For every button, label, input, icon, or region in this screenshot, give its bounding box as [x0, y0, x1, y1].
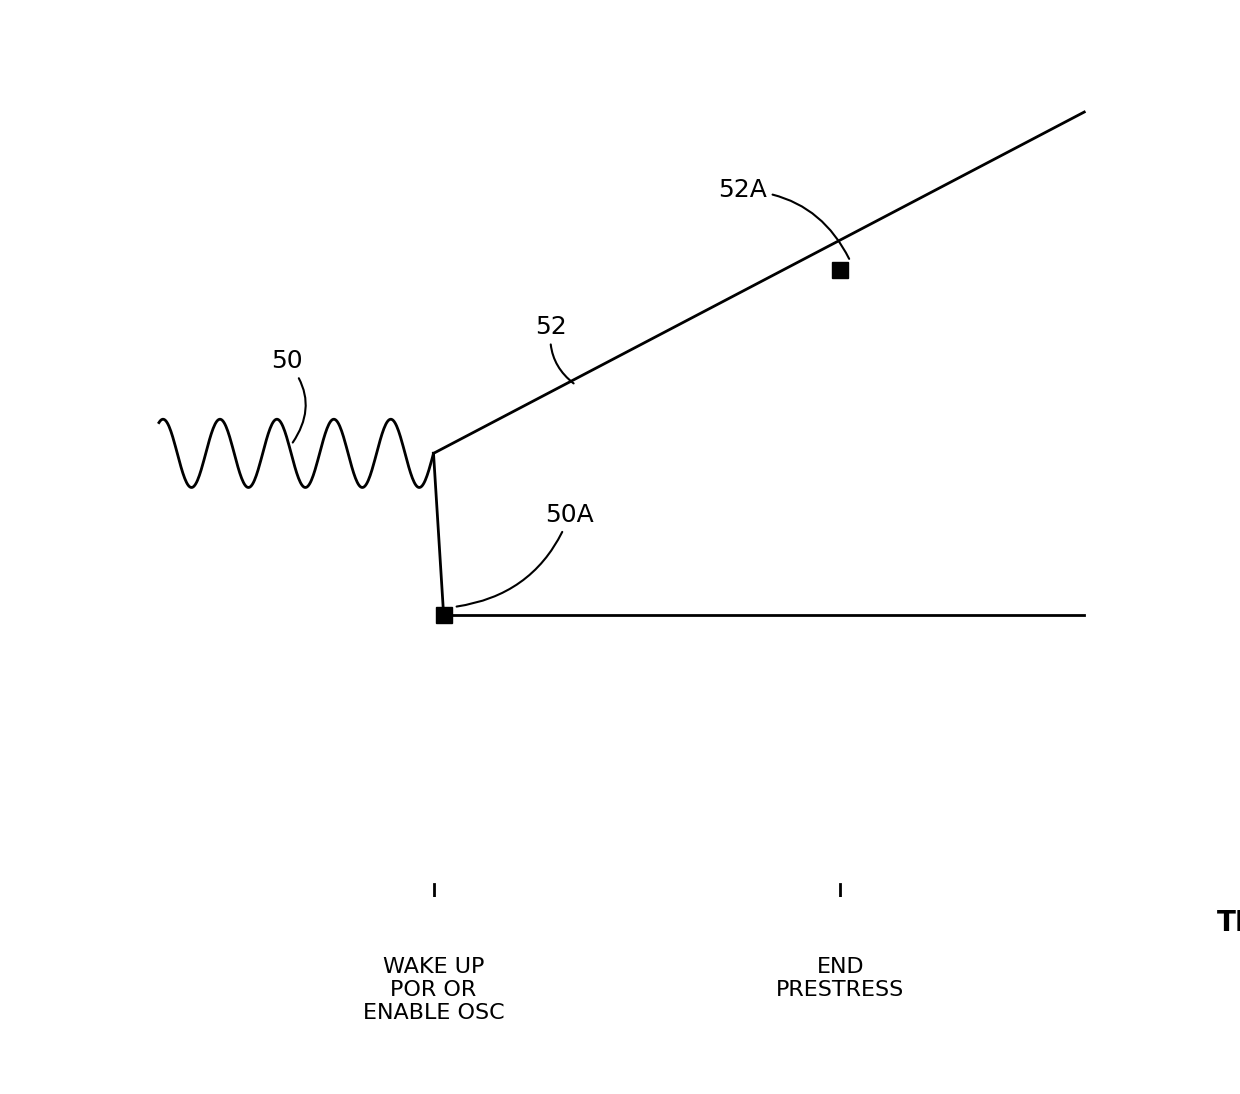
Text: 52A: 52A — [718, 178, 849, 259]
Text: END
PRESTRESS: END PRESTRESS — [776, 957, 904, 1000]
Text: 50: 50 — [270, 349, 306, 443]
Text: 52: 52 — [536, 315, 574, 383]
Text: TIME: TIME — [1216, 909, 1240, 936]
Text: WAKE UP
POR OR
ENABLE OSC: WAKE UP POR OR ENABLE OSC — [362, 957, 505, 1023]
Text: 50A: 50A — [456, 502, 594, 606]
